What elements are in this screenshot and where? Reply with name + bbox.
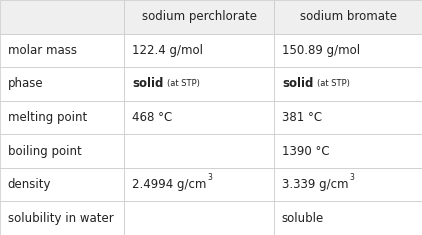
- Bar: [0, 34, 124, 67]
- Bar: [274, 34, 422, 67]
- Bar: [0, 134, 124, 168]
- Text: solid: solid: [132, 77, 163, 90]
- Text: (at STP): (at STP): [167, 79, 200, 88]
- Bar: [274, 201, 422, 235]
- Text: 122.4 g/mol: 122.4 g/mol: [132, 44, 203, 57]
- Bar: [124, 134, 274, 168]
- Bar: [0, 101, 124, 134]
- Bar: [274, 0, 422, 34]
- Text: 3.339 g/cm: 3.339 g/cm: [282, 178, 349, 191]
- Bar: [124, 168, 274, 201]
- Bar: [0, 67, 124, 101]
- Text: 468 °C: 468 °C: [132, 111, 172, 124]
- Bar: [124, 201, 274, 235]
- Text: phase: phase: [8, 77, 43, 90]
- Text: solid: solid: [282, 77, 313, 90]
- Text: 381 °C: 381 °C: [282, 111, 322, 124]
- Bar: [124, 0, 274, 34]
- Text: 3: 3: [207, 173, 212, 182]
- Text: density: density: [8, 178, 51, 191]
- Text: 2.4994 g/cm: 2.4994 g/cm: [132, 178, 206, 191]
- Text: soluble: soluble: [282, 212, 324, 225]
- Bar: [124, 34, 274, 67]
- Text: 150.89 g/mol: 150.89 g/mol: [282, 44, 360, 57]
- Bar: [0, 168, 124, 201]
- Text: molar mass: molar mass: [8, 44, 77, 57]
- Bar: [274, 168, 422, 201]
- Bar: [124, 101, 274, 134]
- Bar: [274, 134, 422, 168]
- Bar: [0, 0, 124, 34]
- Bar: [124, 67, 274, 101]
- Bar: [274, 101, 422, 134]
- Text: solubility in water: solubility in water: [8, 212, 114, 225]
- Text: 1390 °C: 1390 °C: [282, 145, 330, 158]
- Text: sodium bromate: sodium bromate: [300, 10, 397, 23]
- Text: melting point: melting point: [8, 111, 87, 124]
- Text: (at STP): (at STP): [316, 79, 349, 88]
- Text: 3: 3: [349, 173, 354, 182]
- Bar: [0, 201, 124, 235]
- Text: boiling point: boiling point: [8, 145, 81, 158]
- Bar: [274, 67, 422, 101]
- Text: sodium perchlorate: sodium perchlorate: [142, 10, 257, 23]
